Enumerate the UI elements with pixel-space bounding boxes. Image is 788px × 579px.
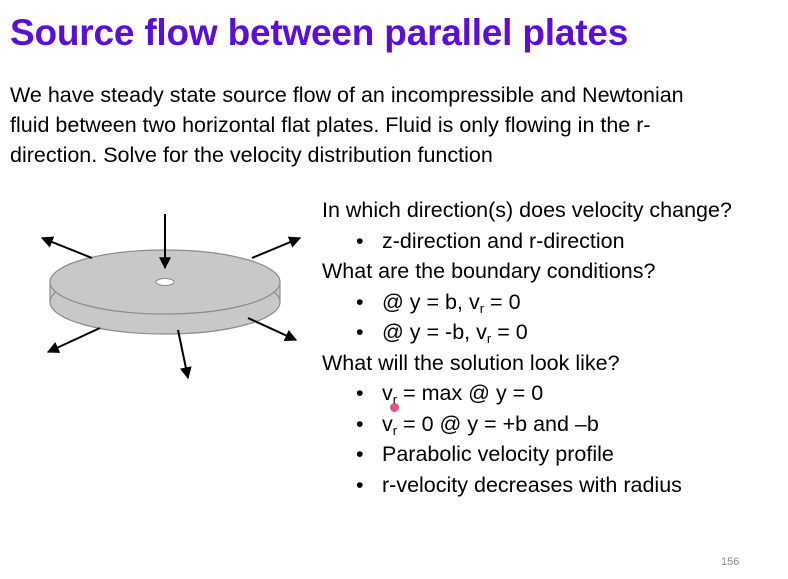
outflow-arrow-lower-left-icon — [46, 327, 101, 353]
bullet-item: • vr = max @ y = 0 — [322, 378, 732, 409]
outflow-arrow-upper-left-icon — [40, 236, 93, 259]
bullet-item: • @ y = -b, vr = 0 — [322, 317, 732, 348]
intro-paragraph: We have steady state source flow of an i… — [10, 80, 780, 170]
page-number: 156 — [721, 556, 740, 568]
outflow-arrow-lower-right-icon — [247, 317, 298, 341]
bullet-icon: • — [356, 442, 364, 466]
intro-line-1: We have steady state source flow of an i… — [10, 83, 684, 107]
question-2: What are the boundary conditions? — [322, 259, 656, 283]
questions-section: In which direction(s) does velocity chan… — [322, 195, 732, 500]
question-3: What will the solution look like? — [322, 350, 620, 375]
bullet-icon: • — [356, 472, 364, 497]
bullet-item: • @ y = b, vr = 0 — [322, 287, 732, 318]
bullet-icon: • — [356, 381, 364, 405]
bullet-item: • z-direction and r-direction — [322, 226, 732, 257]
outflow-arrow-bottom-icon — [177, 329, 192, 380]
intro-line-3: direction. Solve for the velocity distri… — [10, 143, 493, 167]
bullet-icon: • — [356, 289, 364, 314]
laser-pointer-dot — [390, 403, 399, 412]
bullet-icon: • — [356, 228, 364, 253]
slide-title: Source flow between parallel plates — [10, 12, 629, 53]
question-1: In which direction(s) does velocity chan… — [322, 198, 732, 222]
outflow-arrow-upper-right-icon — [251, 236, 302, 259]
bullet-item: • Parabolic velocity profile — [322, 439, 732, 470]
bullet-item: • r-velocity decreases with radius — [322, 470, 732, 501]
intro-line-2: fluid between two horizontal flat plates… — [10, 113, 651, 137]
parallel-plates-diagram — [40, 214, 302, 380]
inlet-hole — [155, 278, 175, 286]
bullet-icon: • — [356, 411, 364, 436]
bullet-icon: • — [356, 320, 364, 344]
bullet-item: • vr = 0 @ y = +b and –b — [322, 409, 732, 440]
